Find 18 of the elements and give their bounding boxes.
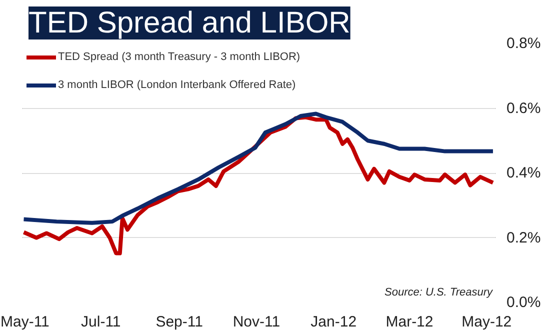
- y-tick-label: 0.6%: [506, 100, 541, 117]
- legend-label: TED Spread (3 month Treasury - 3 month LIBOR): [58, 51, 300, 63]
- x-tick-label: May-12: [462, 314, 512, 330]
- y-tick-label: 0.8%: [506, 35, 541, 52]
- y-tick-label: 0.0%: [506, 294, 541, 311]
- line-series: [22, 115, 495, 256]
- x-tick-label: Nov-11: [232, 314, 280, 330]
- chart-title: TED Spread and LIBOR: [28, 6, 350, 40]
- legend-label: 3 month LIBOR (London Interbank Offered Rate): [58, 79, 296, 91]
- line-series: [22, 112, 495, 225]
- x-tick-label: Jul-11: [81, 314, 121, 330]
- x-tick-label: Jan-12: [310, 314, 357, 330]
- x-tick-label: May-11: [0, 314, 50, 330]
- y-tick-label: 0.2%: [506, 229, 541, 246]
- y-tick-label: 0.4%: [506, 164, 541, 182]
- x-tick-label: Sep-11: [156, 314, 203, 330]
- x-tick-label: Mar-12: [386, 314, 434, 330]
- annotation: Source: U.S. Treasury: [384, 286, 494, 298]
